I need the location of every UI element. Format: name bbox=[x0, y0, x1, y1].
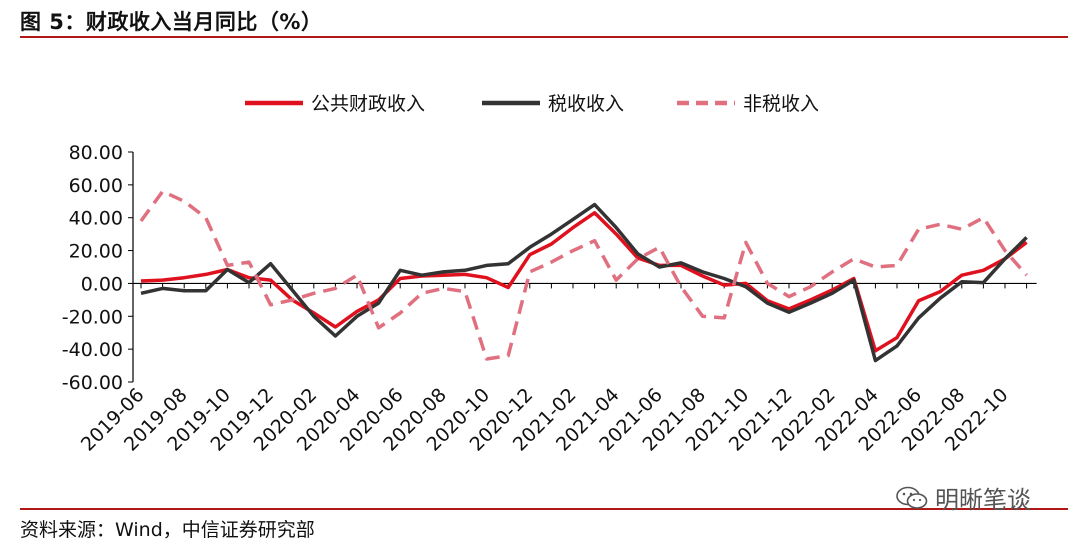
y-tick-label: 60.00 bbox=[69, 175, 123, 197]
y-tick-label: 80.00 bbox=[69, 142, 123, 164]
top-divider bbox=[20, 36, 1068, 38]
y-tick-label: 0.00 bbox=[81, 273, 123, 295]
series-line-1 bbox=[140, 211, 1028, 353]
y-tick-label: -40.00 bbox=[62, 339, 123, 361]
bottom-divider bbox=[20, 508, 1068, 510]
watermark: 明晰笔谈 bbox=[895, 480, 1031, 515]
y-tick-label: 40.00 bbox=[69, 208, 123, 230]
legend-label-2: 税收收入 bbox=[548, 93, 624, 115]
source-note: 资料来源：Wind，中信证券研究部 bbox=[20, 519, 315, 541]
series-line-2 bbox=[140, 202, 1028, 363]
wechat-icon bbox=[896, 486, 928, 509]
watermark-text: 明晰笔谈 bbox=[935, 486, 1031, 514]
chart-title: 图 5：财政收入当月同比（%） bbox=[20, 10, 323, 34]
y-tick-label: -60.00 bbox=[62, 372, 123, 394]
y-tick-label: 20.00 bbox=[69, 241, 123, 263]
y-tick-label: -20.00 bbox=[62, 306, 123, 328]
legend-label-3: 非税收入 bbox=[743, 93, 819, 115]
series-line-3 bbox=[139, 189, 1028, 361]
legend-label-1: 公共财政收入 bbox=[311, 93, 425, 115]
